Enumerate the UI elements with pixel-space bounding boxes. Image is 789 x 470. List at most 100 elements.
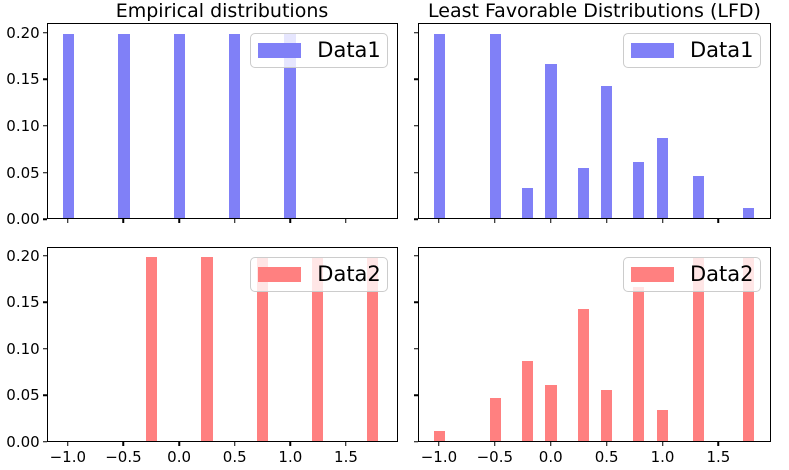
legend: Data1	[622, 33, 761, 69]
y-tick	[42, 255, 47, 257]
legend: Data1	[250, 33, 389, 69]
legend-label: Data1	[317, 38, 381, 63]
x-tick-label: 0.0	[538, 447, 563, 466]
x-tick	[345, 219, 347, 224]
y-tick	[42, 348, 47, 350]
y-tick-label: 0.15	[6, 70, 40, 89]
y-tick	[413, 78, 418, 81]
x-tick-label: 1.5	[334, 447, 358, 466]
y-tick	[413, 394, 418, 396]
y-tick	[42, 31, 47, 34]
bar	[229, 33, 241, 219]
legend-label: Data1	[689, 38, 754, 63]
y-tick	[413, 31, 418, 34]
y-tick	[413, 218, 418, 221]
bar	[693, 175, 705, 219]
panel-lfd-data2: Data2 −1.0 −0.5 0.0 0.5 1.0 1.5	[413, 246, 771, 466]
x-tick	[717, 441, 720, 446]
bar	[118, 33, 130, 219]
bar	[367, 256, 379, 441]
y-tick-label: 0.00	[6, 432, 40, 451]
bar	[693, 256, 705, 441]
bar	[545, 384, 557, 441]
bar	[633, 287, 645, 441]
x-tick	[67, 441, 69, 446]
bar	[743, 208, 755, 219]
x-tick	[67, 219, 69, 224]
legend: Data2	[622, 256, 761, 292]
chart-title-empirical: Empirical distributions	[115, 0, 329, 22]
x-tick-label: 1.0	[278, 447, 303, 466]
y-tick	[413, 348, 418, 350]
y-tick	[42, 78, 47, 81]
bar	[577, 309, 589, 441]
x-tick-label: 1.0	[650, 447, 675, 466]
x-tick-label: 0.0	[167, 447, 192, 466]
x-tick	[233, 441, 236, 446]
x-tick	[289, 441, 292, 446]
legend-label: Data2	[317, 261, 381, 286]
bar	[434, 33, 446, 219]
y-tick-label: 0.10	[6, 116, 40, 135]
bar	[577, 167, 589, 219]
bar	[146, 256, 158, 441]
x-tick-label: 0.5	[594, 447, 619, 466]
y-tick-label: 0.15	[6, 293, 40, 312]
y-tick-label: 0.00	[6, 210, 40, 229]
y-tick-label: 0.20	[6, 246, 40, 265]
x-tick	[233, 219, 236, 224]
bar	[173, 33, 185, 219]
x-tick	[717, 219, 720, 224]
x-tick-label: 0.5	[222, 447, 247, 466]
bar	[656, 137, 668, 219]
x-tick-label: −1.0	[420, 447, 458, 466]
x-tick	[122, 441, 125, 446]
x-tick	[438, 219, 440, 224]
bar	[312, 256, 324, 441]
bar	[489, 33, 501, 219]
panel-lfd-data1: Data1	[413, 23, 771, 224]
y-tick	[413, 171, 418, 174]
y-tick	[42, 440, 47, 443]
bar	[601, 86, 613, 219]
legend-swatch-data1	[258, 43, 302, 59]
x-tick	[605, 441, 608, 446]
legend-swatch-data2	[258, 266, 302, 282]
bar	[63, 33, 75, 219]
y-tick	[42, 394, 47, 396]
y-tick	[42, 301, 47, 304]
bar	[743, 256, 755, 441]
x-tick-label: −1.0	[49, 447, 87, 466]
legend-label: Data2	[689, 261, 754, 286]
bar	[601, 390, 613, 441]
y-tick	[413, 255, 418, 257]
x-tick	[549, 219, 552, 224]
x-tick	[289, 219, 292, 224]
x-tick	[178, 219, 180, 224]
x-tick	[549, 441, 552, 446]
legend-swatch-data2	[630, 266, 674, 282]
legend: Data2	[250, 256, 389, 292]
panel-empirical-data2: Data2 −1.0 −0.5 0.0 0.5 1.0 1.5 0.00 0.05 0.10 0.…	[6, 246, 399, 466]
y-tick-label: 0.20	[6, 23, 40, 42]
x-tick	[494, 441, 496, 446]
y-tick	[413, 440, 418, 443]
bar	[434, 430, 446, 441]
bar	[284, 33, 296, 219]
x-tick	[661, 219, 664, 224]
bar	[522, 360, 534, 441]
bar	[522, 187, 534, 219]
y-tick	[42, 125, 47, 127]
bar	[656, 410, 668, 441]
x-tick	[605, 219, 608, 224]
x-tick	[661, 441, 664, 446]
y-tick	[413, 301, 418, 304]
bar	[256, 256, 268, 441]
x-tick	[438, 441, 440, 446]
x-tick	[178, 441, 180, 446]
bar	[201, 256, 213, 441]
y-tick-label: 0.05	[6, 386, 40, 405]
x-tick	[494, 219, 496, 224]
x-tick-label: −0.5	[476, 447, 514, 466]
x-tick-label: −0.5	[105, 447, 142, 466]
